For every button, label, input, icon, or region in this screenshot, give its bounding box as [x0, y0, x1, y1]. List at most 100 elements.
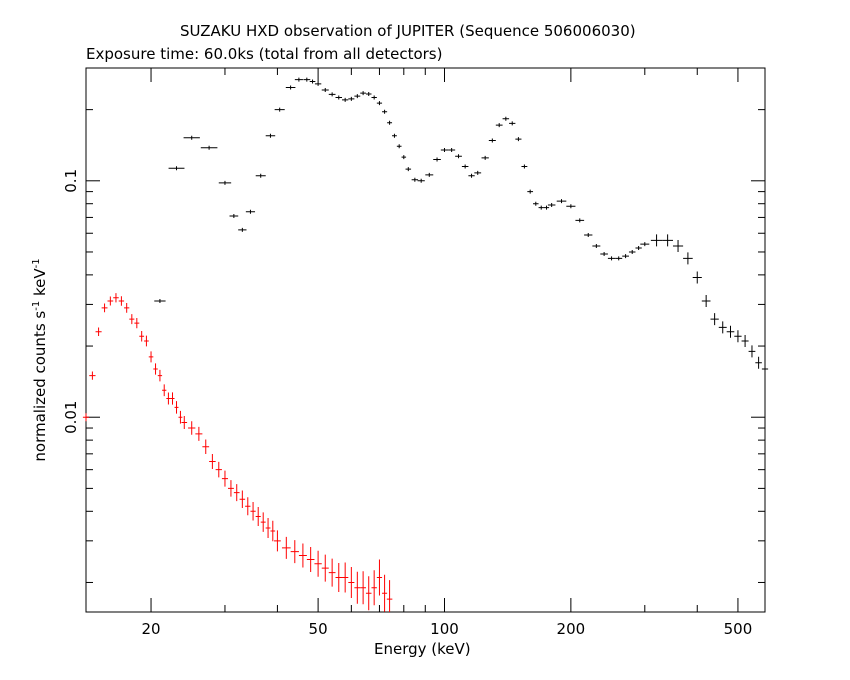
data-point: [181, 415, 188, 429]
data-point: [371, 570, 377, 606]
data-point: [113, 293, 119, 303]
data-point: [166, 392, 171, 405]
data-point: [392, 133, 397, 138]
data-point: [174, 401, 179, 414]
data-point: [188, 421, 196, 435]
data-point: [502, 116, 510, 121]
data-point: [294, 77, 303, 82]
data-point: [274, 530, 281, 552]
data-point: [233, 484, 240, 502]
data-point: [360, 91, 366, 96]
data-point: [718, 321, 727, 334]
data-point: [195, 426, 203, 441]
x-tick-label: 50: [309, 620, 328, 638]
data-point: [265, 517, 271, 538]
data-point: [488, 138, 496, 143]
x-tick-label: 100: [430, 620, 459, 638]
data-point: [238, 227, 247, 232]
data-point: [348, 96, 355, 101]
data-point: [309, 79, 316, 84]
data-point: [303, 77, 311, 82]
data-point: [157, 369, 163, 382]
data-point: [481, 155, 489, 160]
data-point: [376, 559, 383, 596]
data-point: [662, 234, 673, 247]
data-point: [387, 120, 393, 125]
data-point: [556, 199, 567, 204]
data-point: [468, 173, 475, 178]
series-red: [82, 293, 393, 612]
data-point: [202, 439, 210, 455]
data-point: [328, 558, 336, 587]
data-point: [200, 145, 218, 150]
data-point: [335, 562, 343, 592]
data-point: [755, 356, 762, 369]
x-tick-label: 500: [724, 620, 753, 638]
data-point: [543, 205, 550, 210]
data-point: [148, 351, 154, 363]
data-point: [129, 314, 135, 325]
data-point: [306, 547, 315, 573]
data-point: [411, 177, 419, 182]
data-point: [474, 170, 482, 175]
data-point: [239, 490, 246, 508]
data-point: [168, 166, 185, 171]
data-point: [386, 580, 393, 612]
data-point: [321, 554, 329, 582]
data-point: [566, 204, 576, 209]
data-point: [101, 303, 108, 313]
data-point: [672, 239, 684, 252]
data-point: [521, 164, 528, 169]
data-point: [600, 252, 608, 257]
data-point: [382, 574, 388, 612]
data-point: [734, 330, 742, 343]
data-point: [683, 252, 693, 265]
data-point: [360, 571, 366, 605]
data-point: [153, 363, 158, 375]
data-point: [710, 313, 719, 326]
x-tick-label: 200: [557, 620, 586, 638]
data-point: [348, 566, 355, 598]
data-point: [761, 362, 769, 375]
data-point: [218, 180, 232, 185]
data-point: [628, 249, 636, 254]
data-point: [371, 95, 377, 100]
data-point: [455, 154, 462, 159]
data-point: [607, 256, 616, 261]
data-point: [209, 453, 216, 469]
data-point: [255, 173, 266, 178]
data-point: [162, 384, 167, 397]
data-point: [314, 550, 322, 577]
data-point: [365, 91, 372, 96]
data-point: [692, 271, 702, 284]
data-point: [748, 345, 756, 358]
data-point: [285, 85, 296, 90]
data-point: [270, 520, 276, 542]
data-point: [342, 562, 349, 593]
data-point: [365, 576, 372, 611]
data-point: [154, 299, 166, 304]
data-point: [281, 536, 291, 559]
plot-frame: [85, 67, 766, 613]
data-point: [107, 296, 114, 306]
series-black: [154, 77, 769, 375]
data-point: [396, 144, 402, 149]
data-point: [82, 413, 90, 422]
data-point: [89, 371, 96, 380]
data-point: [401, 155, 407, 160]
data-point: [376, 101, 383, 106]
data-point: [495, 123, 503, 128]
data-point: [592, 243, 601, 248]
data-point: [461, 164, 469, 169]
data-point: [417, 178, 425, 183]
data-point: [144, 335, 149, 347]
data-point: [183, 135, 200, 140]
chart-subtitle: Exposure time: 60.0ks (total from all de…: [86, 45, 443, 63]
data-point: [650, 234, 663, 247]
data-point: [250, 502, 256, 521]
data-point: [405, 167, 412, 172]
chart-title: SUZAKU HXD observation of JUPITER (Seque…: [180, 22, 636, 40]
y-tick-label: 0.1: [62, 169, 80, 193]
data-point: [622, 254, 629, 259]
